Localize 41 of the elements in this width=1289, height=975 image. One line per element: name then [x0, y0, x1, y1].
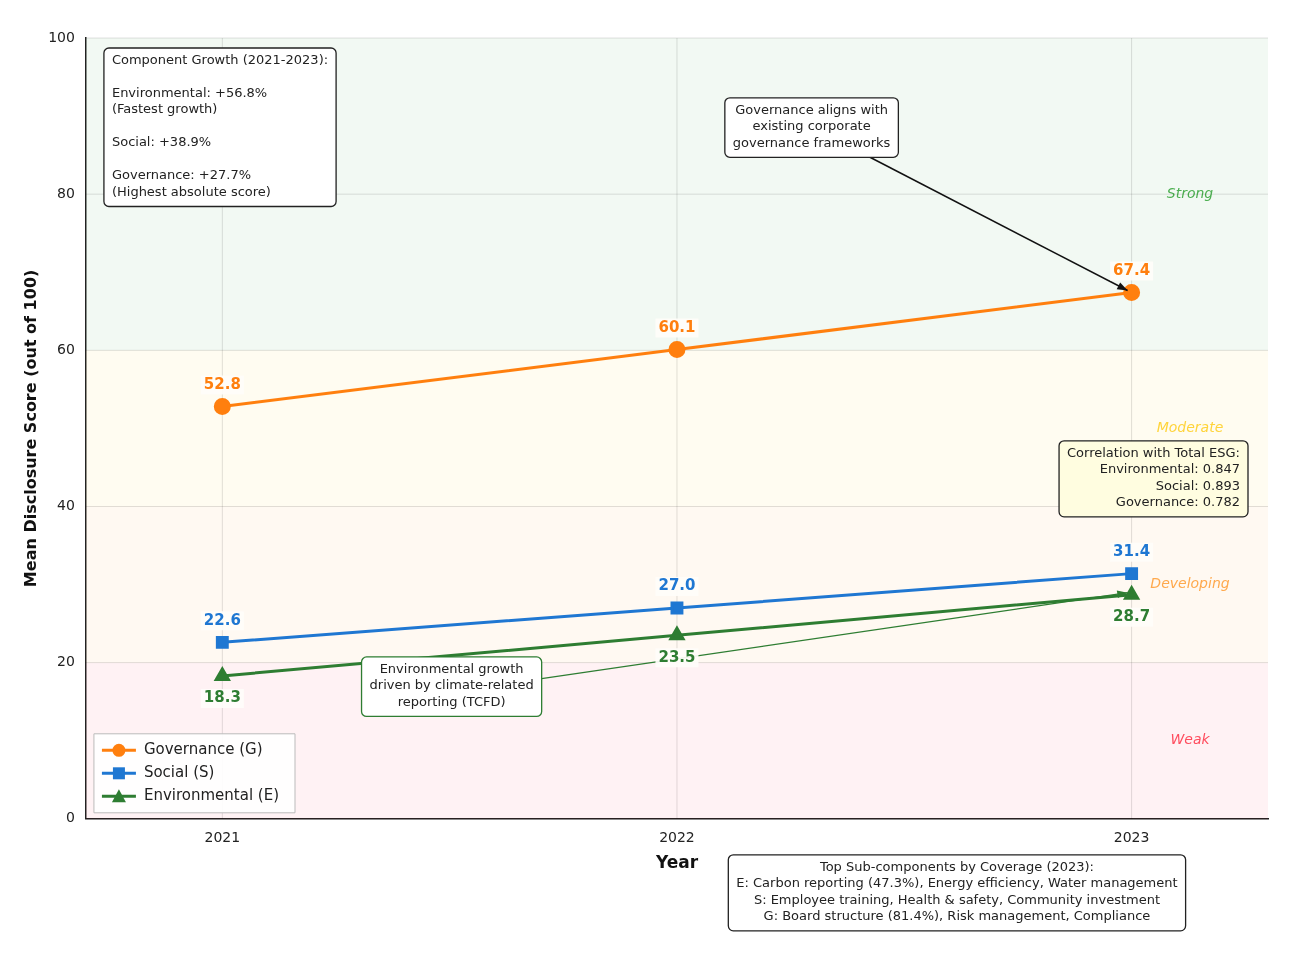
point [670, 601, 684, 615]
data-label: 67.4 [1113, 260, 1151, 279]
band-label: Strong [1166, 184, 1214, 201]
y-tick-label: 100 [48, 28, 75, 45]
data-label: 52.8 [203, 374, 241, 393]
x-axis-title: Year [654, 852, 699, 873]
data-label: 18.3 [203, 688, 241, 707]
annotation: Governance aligns with existing corporate governance frameworks [732, 101, 891, 150]
data-label: 28.7 [1113, 607, 1151, 626]
legend-label: Social (S) [143, 763, 215, 782]
band-label: Developing [1150, 575, 1230, 592]
y-tick-label: 60 [57, 340, 75, 357]
x-tick-label: 2023 [1113, 828, 1150, 845]
data-label: 60.1 [658, 317, 696, 336]
data-label: 23.5 [658, 647, 696, 666]
legend-label: Environmental (E) [143, 786, 280, 805]
y-tick-label: 20 [57, 653, 75, 670]
y-tick-label: 40 [57, 497, 75, 514]
band-label: Moderate [1156, 419, 1224, 436]
text: Top Sub-components by Coverage (2023): E: Carbon reporting (47.3%), Energy efficiency, Water management S: Employee training, Health & safety, Community investment G: Board structure (81.4%), Risk management, Compliance [736, 858, 1178, 924]
point [214, 667, 230, 681]
data-label: 27.0 [658, 576, 696, 595]
y-axis-title: Mean Disclosure Score (out of 100) [20, 269, 40, 588]
data-label: 22.6 [203, 610, 241, 629]
point [1125, 567, 1139, 581]
point [669, 626, 685, 641]
point [1123, 284, 1141, 302]
x-tick-label: 2022 [659, 828, 695, 845]
point [213, 398, 231, 416]
legend-label: Governance (G) [143, 740, 263, 759]
data-label: 31.4 [1113, 542, 1151, 561]
text: Component Growth (2021-2023): Environmental: +56.8% (Fastest growth) Social: +38.9% Governance: +27.7% (Highest absolute score) [111, 51, 329, 199]
point [668, 341, 686, 359]
y-tick-label: 80 [57, 184, 75, 201]
annotation: Environmental growth driven by climate-related reporting (TCFD) [369, 660, 534, 709]
band-label: Weak [1170, 731, 1211, 748]
point [215, 635, 229, 649]
y-tick-label: 0 [66, 809, 75, 826]
annotation: Correlation with Total ESG: Environmental: 0.847 Social: 0.893 Governance: 0.782 [1067, 444, 1240, 510]
x-tick-label: 2021 [204, 828, 241, 845]
point [1124, 586, 1140, 600]
